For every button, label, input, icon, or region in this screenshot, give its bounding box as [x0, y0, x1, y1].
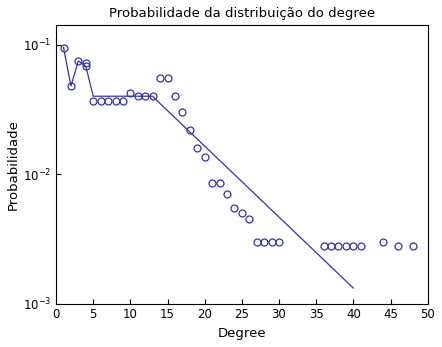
X-axis label: Degree: Degree	[217, 327, 266, 340]
Title: Probabilidade da distribuição do degree: Probabilidade da distribuição do degree	[109, 7, 375, 20]
Y-axis label: Probabilidade: Probabilidade	[7, 119, 20, 210]
